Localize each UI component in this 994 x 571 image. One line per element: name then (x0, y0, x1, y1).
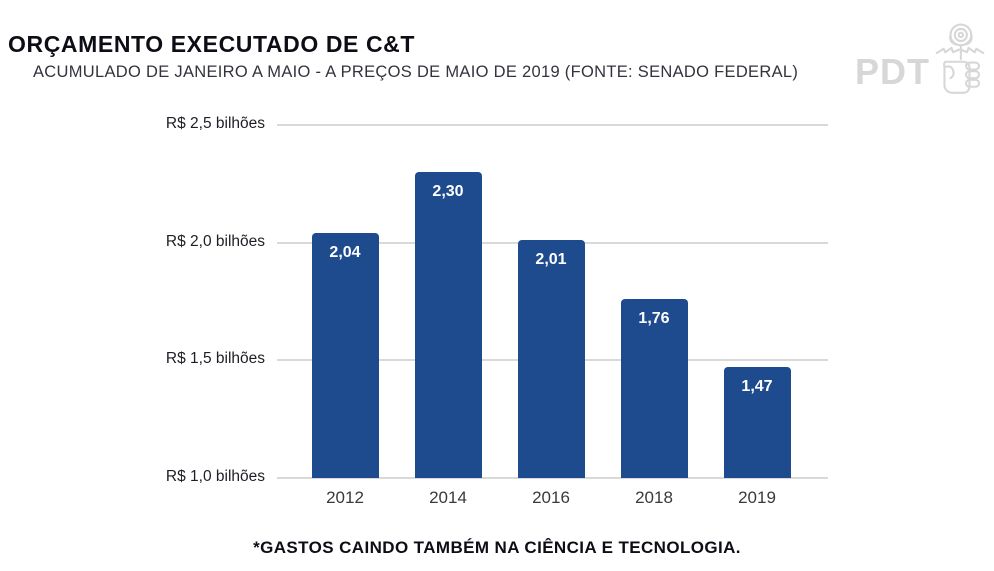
gridline (277, 124, 828, 126)
pdt-logo: PDT (855, 22, 986, 103)
bar-value-label: 2,01 (535, 251, 567, 269)
bar-2016: 2,01 (517, 240, 585, 478)
page-subtitle: ACUMULADO DE JANEIRO A MAIO - A PREÇOS D… (33, 63, 799, 81)
x-axis-tick-label: 2016 (532, 488, 570, 507)
footer-caption: *GASTOS CAINDO TAMBÉM NA CIÊNCIA E TECNO… (253, 538, 741, 557)
bar-2014: 2,30 (414, 172, 482, 478)
y-axis-tick-label: R$ 2,5 bilhões (165, 115, 265, 132)
y-axis-tick-label: R$ 1,0 bilhões (165, 468, 265, 485)
bar-2018: 1,76 (620, 299, 688, 478)
y-axis-tick-label: R$ 2,0 bilhões (165, 232, 265, 250)
x-axis-tick-label: 2014 (429, 488, 467, 507)
fist-holding-rose-icon (934, 22, 986, 103)
x-axis-tick-label: 2012 (326, 488, 364, 507)
bar-value-label: 2,30 (432, 183, 464, 201)
bar-value-label: 1,47 (741, 378, 773, 396)
x-axis-tick-label: 2019 (738, 488, 776, 507)
bar-2019: 1,47 (723, 367, 791, 478)
y-axis-tick-label: R$ 1,5 bilhões (165, 350, 265, 368)
bar-2012: 2,04 (311, 233, 379, 478)
gridline (277, 477, 828, 479)
x-axis-tick-label: 2018 (635, 488, 673, 507)
pdt-logo-text: PDT (855, 50, 930, 92)
bar-value-label: 2,04 (329, 244, 361, 262)
bar-value-label: 1,76 (638, 310, 670, 328)
page-title: ORÇAMENTO EXECUTADO DE C&T (8, 31, 416, 57)
